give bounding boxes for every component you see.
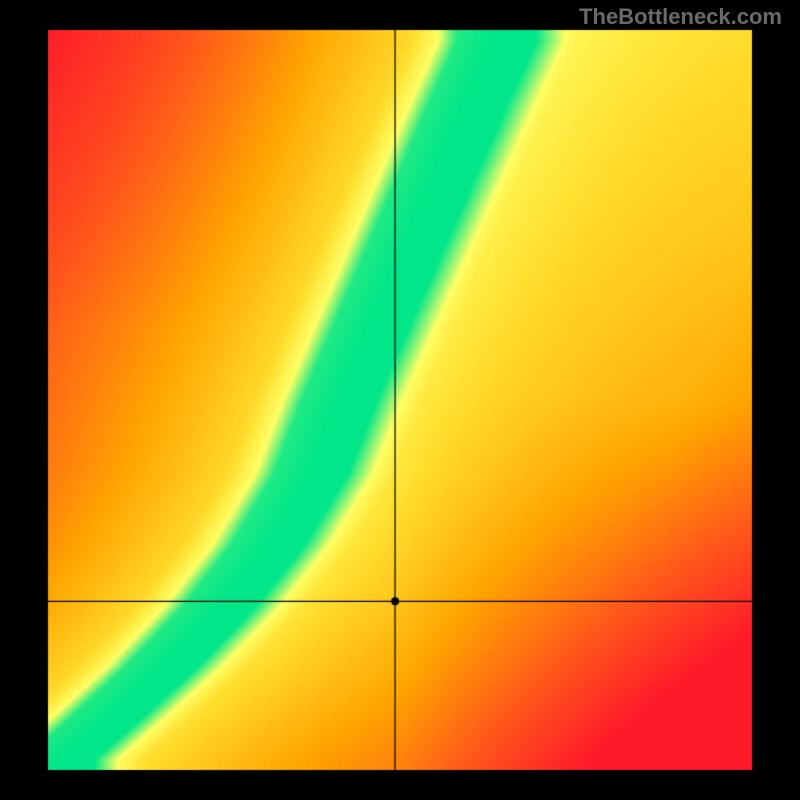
watermark-text: TheBottleneck.com — [579, 4, 782, 30]
chart-container: TheBottleneck.com — [0, 0, 800, 800]
heatmap-canvas — [0, 0, 800, 800]
